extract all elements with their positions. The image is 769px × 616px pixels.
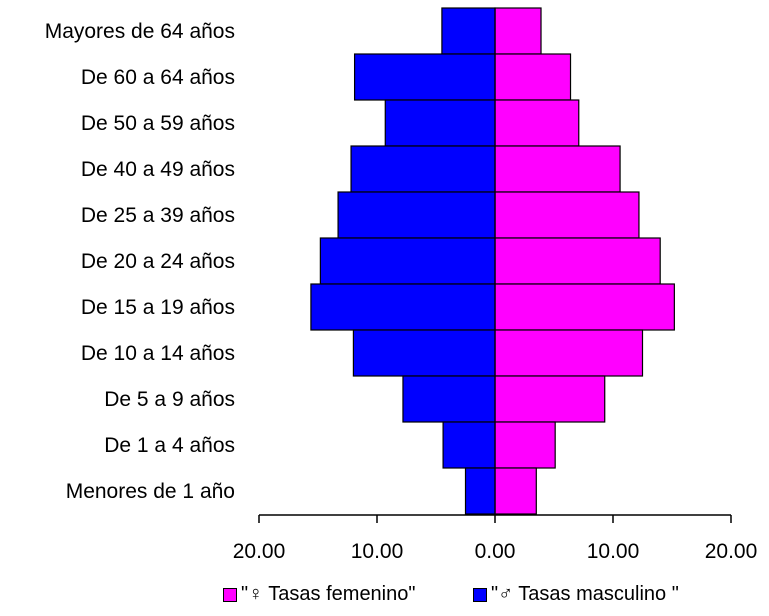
category-label-de-15-a-19-anos: De 15 a 19 años <box>81 296 235 319</box>
bar-female-menores-de-1-ano <box>494 467 537 515</box>
x-tick-label: 10.00 <box>587 540 640 563</box>
bar-female-de-20-a-24-anos <box>494 237 661 285</box>
bar-male-de-25-a-39-anos <box>337 191 496 239</box>
category-label-menores-de-1-ano: Menores de 1 año <box>66 480 235 503</box>
category-label-de-5-a-9-anos: De 5 a 9 años <box>104 388 235 411</box>
bar-male-de-1-a-4-anos <box>442 421 496 469</box>
bar-female-de-1-a-4-anos <box>494 421 556 469</box>
x-tick-label: 20.00 <box>233 540 286 563</box>
category-label-de-25-a-39-anos: De 25 a 39 años <box>81 204 235 227</box>
bar-male-de-50-a-59-anos <box>384 99 496 147</box>
legend-swatch-female <box>223 587 237 602</box>
x-tick-label: 20.00 <box>705 540 758 563</box>
bars-group <box>310 7 675 515</box>
legend-item-male: "♂ Tasas masculino " <box>473 583 679 606</box>
legend-label-female: "♀ Tasas femenino" <box>241 583 416 605</box>
bar-female-de-50-a-59-anos <box>494 99 580 147</box>
bar-female-de-10-a-14-anos <box>494 329 644 377</box>
bar-female-de-15-a-19-anos <box>494 283 675 331</box>
bar-male-de-5-a-9-anos <box>402 375 496 423</box>
category-label-de-10-a-14-anos: De 10 a 14 años <box>81 342 235 365</box>
x-tick-label: 0.00 <box>475 540 516 563</box>
bar-male-de-10-a-14-anos <box>352 329 496 377</box>
bar-female-de-25-a-39-anos <box>494 191 640 239</box>
category-label-mayores-de-64-anos: Mayores de 64 años <box>45 20 235 43</box>
category-label-de-40-a-49-anos: De 40 a 49 años <box>81 158 235 181</box>
bar-female-de-40-a-49-anos <box>494 145 621 193</box>
category-labels: Mayores de 64 años De 60 a 64 años De 50 a… <box>45 20 235 503</box>
legend-swatch-male <box>473 587 487 602</box>
bar-male-de-20-a-24-anos <box>319 237 496 285</box>
x-tick-label: 10.00 <box>351 540 404 563</box>
bar-male-mayores-de-64-anos <box>441 7 496 55</box>
bar-male-de-60-a-64-anos <box>353 53 496 101</box>
bar-female-de-60-a-64-anos <box>494 53 572 101</box>
population-pyramid-chart: Mayores de 64 años De 60 a 64 años De 50 a… <box>45 7 758 563</box>
x-axis: 20.00 10.00 0.00 10.00 20.00 <box>233 514 758 563</box>
bar-female-mayores-de-64-anos <box>494 7 542 55</box>
legend-item-female: "♀ Tasas femenino" <box>223 583 415 606</box>
bar-male-menores-de-1-ano <box>464 467 496 515</box>
category-label-de-1-a-4-anos: De 1 a 4 años <box>104 434 235 457</box>
category-label-de-60-a-64-anos: De 60 a 64 años <box>81 66 235 89</box>
legend: "♀ Tasas femenino" "♂ Tasas masculino " <box>0 583 769 613</box>
bar-female-de-5-a-9-anos <box>494 375 606 423</box>
category-label-de-50-a-59-anos: De 50 a 59 años <box>81 112 235 135</box>
bar-male-de-40-a-49-anos <box>350 145 496 193</box>
bar-male-de-15-a-19-anos <box>310 283 496 331</box>
legend-label-male: "♂ Tasas masculino " <box>491 583 679 605</box>
category-label-de-20-a-24-anos: De 20 a 24 años <box>81 250 235 273</box>
